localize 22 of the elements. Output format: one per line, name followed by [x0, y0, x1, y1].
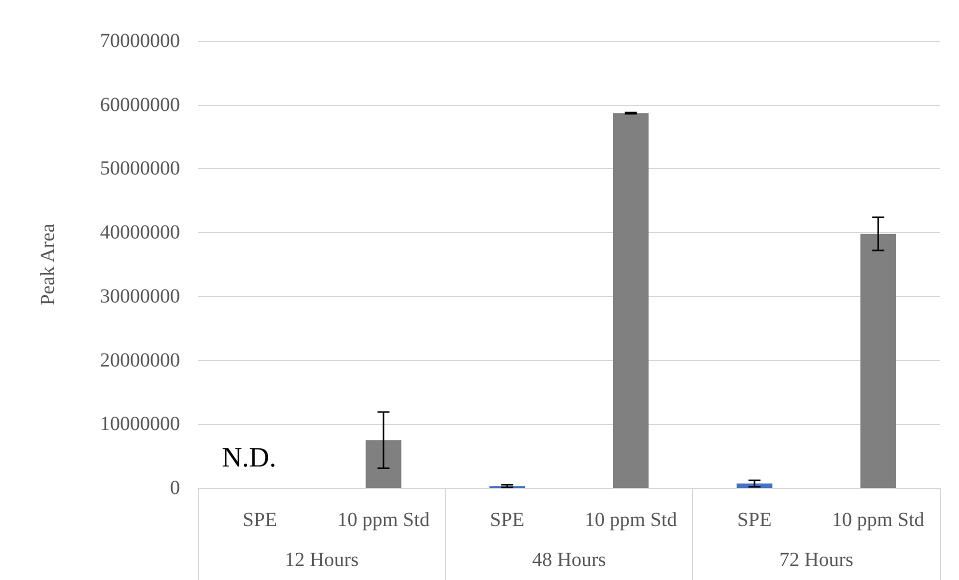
text: SPE [737, 509, 772, 531]
text: 10 ppm Std [832, 509, 924, 531]
text: 10 ppm Std [584, 509, 677, 531]
annotation: N.D. [222, 442, 276, 474]
y-tick-label: 70000000 [100, 30, 180, 52]
y-tick-label: 0 [170, 477, 180, 499]
y-tick-label: 30000000 [100, 285, 180, 308]
y-tick-label: 20000000 [100, 349, 180, 372]
bar [613, 113, 649, 488]
x-tick-label: 12 Hours [284, 549, 359, 571]
text: SPE [242, 509, 278, 531]
y-tick-label: 60000000 [100, 94, 180, 116]
x-tick-label: 72 Hours [779, 549, 854, 571]
y-tick-label: 10000000 [100, 413, 180, 436]
bar [366, 440, 402, 488]
x-tick-label: 48 Hours [532, 549, 606, 571]
y-axis-title: Peak Area [37, 224, 59, 306]
series-label: SPE [490, 509, 524, 531]
y-tick-label: 50000000 [100, 158, 180, 180]
y-tick-label: 40000000 [100, 222, 180, 244]
series-label: 10 ppm Std [337, 509, 430, 531]
bar [860, 234, 896, 488]
